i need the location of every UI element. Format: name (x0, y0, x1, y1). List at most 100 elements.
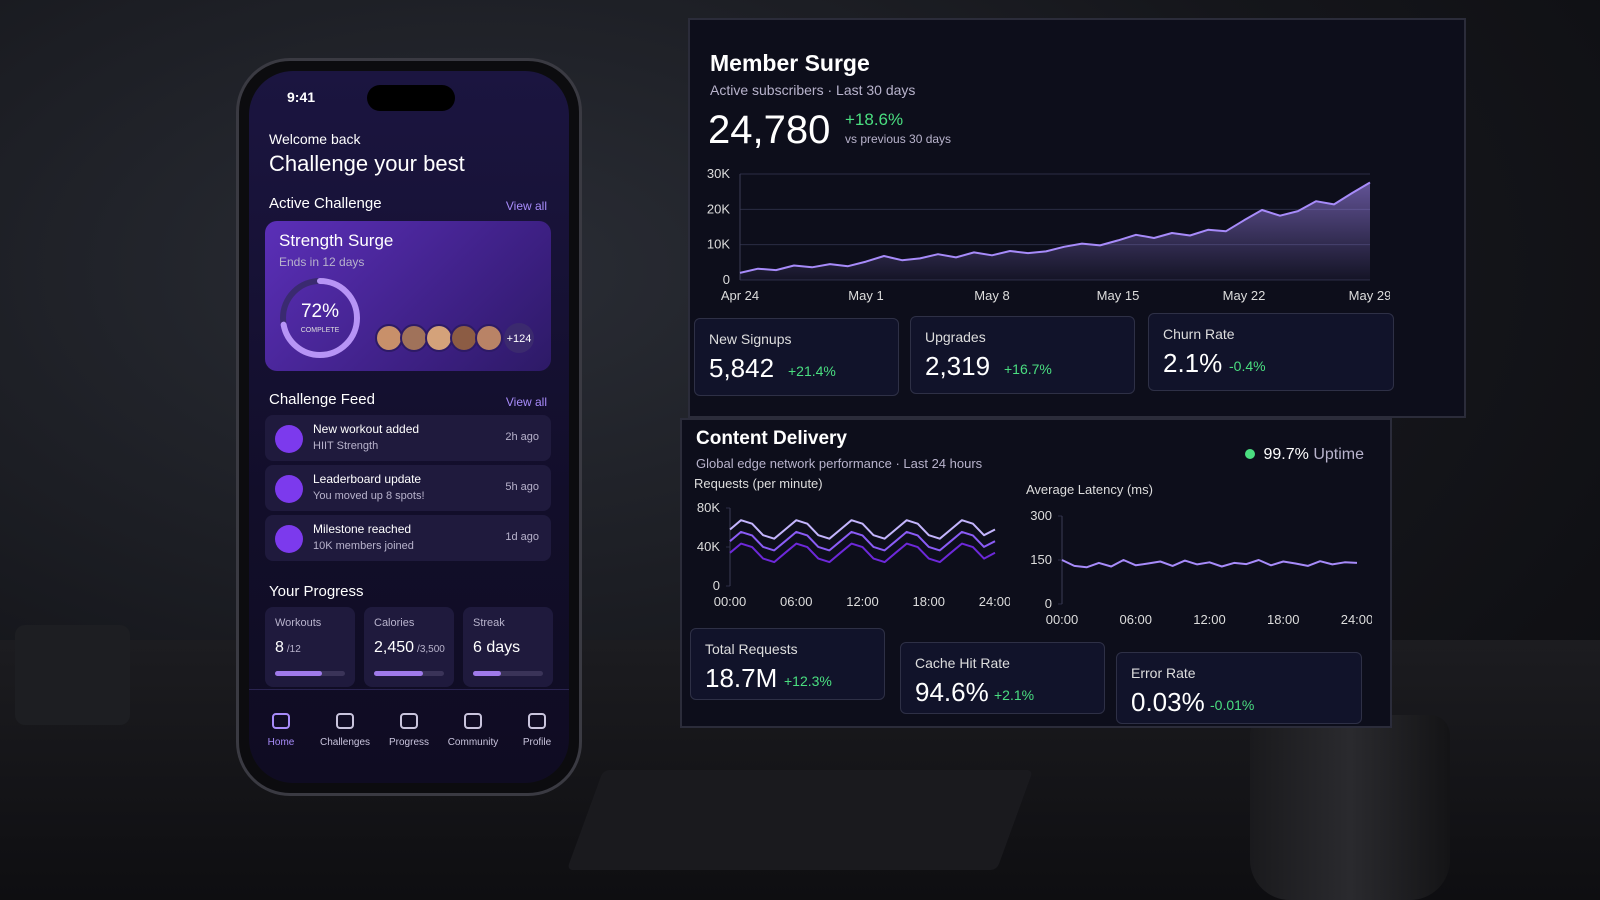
nav-icon (336, 713, 354, 729)
panel-subtitle: Active subscribers · Last 30 days (710, 82, 916, 98)
kpi-label: New Signups (709, 331, 792, 347)
avatars: +124 (375, 323, 534, 353)
nav-item[interactable]: Progress (377, 701, 441, 748)
progress-target: /12 (286, 644, 301, 655)
kpi-label: Upgrades (925, 329, 986, 345)
status-time: 9:41 (287, 89, 316, 105)
x-tick-label: 06:00 (1119, 612, 1152, 627)
x-tick-label: 00:00 (1046, 612, 1079, 627)
nav-label: Progress (388, 737, 429, 748)
kpi-change: +12.3% (784, 673, 832, 689)
avatar-more (504, 323, 534, 353)
ring-progress (280, 278, 360, 358)
area (740, 182, 1370, 280)
chart-title: Requests (per minute) (694, 476, 823, 491)
section-heading: Challenge Feed (269, 391, 375, 408)
y-tick-label: 0 (723, 272, 730, 287)
content-delivery-panel: Content Delivery Global edge network per… (680, 418, 1392, 728)
panel-title: Content Delivery (696, 428, 847, 449)
y-tick-label: 30K (707, 166, 730, 181)
y-tick-label: 20K (707, 201, 730, 216)
uptime-value: 99.7% (1263, 446, 1309, 463)
progress-value-text: 8 (275, 639, 284, 656)
avatar (425, 324, 453, 352)
nav-icon-shape (464, 713, 482, 729)
progress-track (275, 671, 345, 676)
nav-icon (400, 713, 418, 729)
progress-value: 6 days (473, 639, 520, 657)
nav-icon-shape (336, 713, 354, 729)
x-tick-label: 06:00 (780, 594, 813, 609)
feed-icon (275, 525, 303, 553)
kpi-card: Error Rate 0.03% -0.01% (1116, 652, 1362, 724)
line (1061, 559, 1358, 569)
kpi-change: -0.4% (1229, 358, 1266, 374)
total-subscribers: 24,780 (708, 108, 831, 152)
total-change: +18.6% (845, 110, 904, 129)
kpi-change: -0.01% (1210, 697, 1255, 713)
kpi-card: New Signups 5,842 +21.4% (694, 318, 899, 396)
avatar (375, 324, 403, 352)
nav-item[interactable]: Challenges (313, 701, 377, 748)
kpi-label: Total Requests (705, 641, 798, 657)
y-tick-label: 300 (1030, 508, 1052, 523)
feed-item[interactable]: Leaderboard update You moved up 8 spots! 5… (265, 465, 551, 511)
section-heading: Active Challenge (269, 195, 382, 212)
feed-title: Milestone reached (313, 522, 412, 536)
x-tick-label: 00:00 (714, 594, 747, 609)
kpi-value: 18.7M (705, 663, 778, 693)
progress-label: Workouts (275, 617, 322, 629)
avatar (450, 324, 478, 352)
nav-icon (464, 713, 482, 729)
panel-title: Member Surge (710, 50, 870, 76)
requests-chart: Requests (per minute) 0 40K 80K 00:00 06:00 12… (694, 476, 1010, 609)
nav-icon (528, 713, 546, 729)
nav-icon (272, 713, 290, 729)
kpi-card: Total Requests 18.7M +12.3% (690, 628, 885, 700)
kpi-value: 5,842 (709, 353, 775, 383)
avatar (475, 324, 503, 352)
kpi-value: 94.6% (915, 677, 989, 707)
view-all-link[interactable]: View all (505, 199, 547, 213)
ring-caption: COMPLETE (301, 327, 340, 334)
kpi-value: 0.03% (1131, 687, 1205, 717)
avatar (400, 324, 428, 352)
x-tick-label: May 29 (1349, 288, 1390, 303)
nav-label: Challenges (319, 737, 371, 748)
nav-label: Community (447, 737, 499, 748)
y-tick-label: 80K (697, 500, 720, 515)
feed-item[interactable]: Milestone reached 10K members joined 1d ag… (265, 515, 551, 561)
change-note: vs previous 30 days (845, 132, 952, 146)
view-all-link[interactable]: View all (505, 395, 547, 409)
phone-screen: 9:41 Welcome back Challenge your best Ac… (249, 71, 569, 783)
progress-track (374, 671, 444, 676)
challenge-card[interactable]: Strength Surge Ends in 12 days 72% COMPL… (265, 221, 551, 371)
progress-card: Calories 2,450/3,500 (364, 607, 454, 687)
greeting: Welcome back (269, 131, 361, 147)
progress-track (473, 671, 543, 676)
headline: Challenge your best (269, 151, 465, 176)
line (729, 542, 996, 564)
kpi-label: Error Rate (1131, 665, 1196, 681)
x-tick-label: May 8 (974, 288, 1009, 303)
progress-value-text: 2,450 (374, 639, 415, 656)
feed-icon (275, 425, 303, 453)
feed-item[interactable]: New workout added HIIT Strength 2h ago (265, 415, 551, 461)
nav-item[interactable]: Profile (505, 701, 569, 748)
x-tick-label: 24:00 (1341, 612, 1372, 627)
x-tick-label: 12:00 (1193, 612, 1226, 627)
notebook (566, 770, 1034, 870)
mug (1250, 715, 1450, 900)
kpi-card: Churn Rate 2.1% -0.4% (1148, 313, 1394, 391)
x-tick-label: Apr 24 (721, 288, 759, 303)
nav-item[interactable]: Community (441, 701, 505, 748)
nav-icon-shape (272, 713, 290, 729)
latency-chart: Average Latency (ms) 0 150 300 00:00 06:00 12:… (1026, 482, 1372, 627)
more-members: +124 (507, 333, 532, 345)
kpi-card: Upgrades 2,319 +16.7% (910, 316, 1135, 394)
nav-icon-shape (528, 713, 546, 729)
progress-card: Streak 6 days (463, 607, 553, 687)
nav-item[interactable]: Home (249, 701, 313, 748)
feed-time: 1d ago (505, 531, 539, 543)
progress-label: Streak (473, 617, 505, 629)
